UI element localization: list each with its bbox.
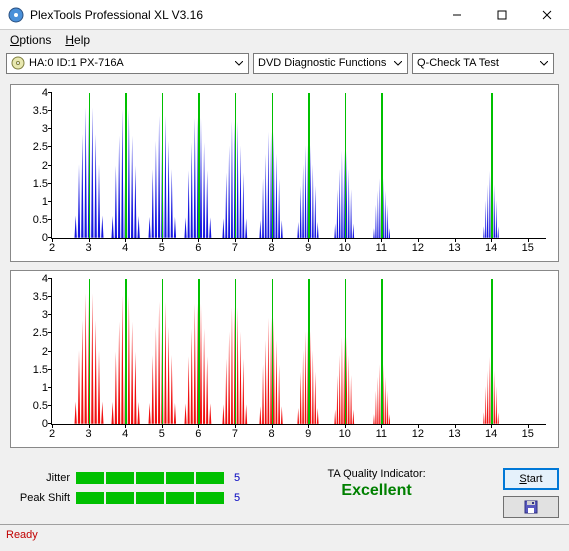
button-column: Start	[503, 468, 559, 518]
center-line	[125, 93, 127, 238]
test-dropdown[interactable]: Q-Check TA Test	[412, 53, 554, 74]
close-button[interactable]	[524, 0, 569, 30]
function-dropdown[interactable]: DVD Diagnostic Functions	[253, 53, 408, 74]
center-line	[198, 93, 200, 238]
chevron-down-icon	[390, 61, 405, 66]
start-button[interactable]: Start	[503, 468, 559, 490]
disc-icon	[11, 56, 25, 70]
ytick-label: 3.5	[33, 291, 52, 303]
center-line	[198, 279, 200, 424]
ytick-label: 3.5	[33, 105, 52, 117]
meter-segment	[166, 472, 194, 484]
toolbar: HA:0 ID:1 PX-716A DVD Diagnostic Functio…	[0, 50, 569, 76]
center-line	[89, 93, 91, 238]
ytick-label: 1	[42, 196, 52, 208]
center-line	[345, 279, 347, 424]
meters: Jitter 5 Peak Shift 5	[10, 472, 240, 504]
center-line	[381, 93, 383, 238]
center-line	[272, 93, 274, 238]
statusbar: Ready	[0, 524, 569, 544]
ytick-label: 1	[42, 382, 52, 394]
ytick-label: 3	[42, 123, 52, 135]
status-text: Ready	[6, 529, 38, 541]
meter-segment	[136, 472, 164, 484]
ytick-label: 3	[42, 309, 52, 321]
meter-segment	[106, 472, 134, 484]
menubar: Options Help	[0, 30, 569, 50]
chevron-down-icon	[231, 61, 246, 66]
function-dropdown-text: DVD Diagnostic Functions	[258, 57, 390, 69]
start-button-rest: tart	[527, 473, 543, 485]
center-line	[162, 93, 164, 238]
meter-segment	[196, 492, 224, 504]
chart-top-inner: 00.511.522.533.5423456789101112131415	[51, 93, 546, 239]
drive-dropdown[interactable]: HA:0 ID:1 PX-716A	[6, 53, 249, 74]
jitter-bar	[76, 472, 224, 484]
center-line	[125, 279, 127, 424]
center-line	[381, 279, 383, 424]
center-line	[345, 93, 347, 238]
center-line	[235, 279, 237, 424]
peakshift-label: Peak Shift	[10, 492, 70, 504]
menu-help-rest: elp	[74, 33, 90, 47]
floppy-icon	[524, 500, 538, 514]
jitter-label: Jitter	[10, 472, 70, 484]
meter-segment	[106, 492, 134, 504]
jitter-row: Jitter 5	[10, 472, 240, 484]
ytick-label: 0.5	[33, 214, 52, 226]
quality-indicator: TA Quality Indicator: Excellent	[260, 468, 493, 500]
menu-options-rest: ptions	[19, 33, 51, 47]
ytick-label: 4	[42, 273, 52, 285]
quality-value: Excellent	[260, 482, 493, 500]
ytick-label: 2.5	[33, 327, 52, 339]
ytick-label: 1.5	[33, 364, 52, 376]
center-line	[491, 279, 493, 424]
ytick-label: 2	[42, 160, 52, 172]
menu-help[interactable]: Help	[59, 31, 96, 49]
drive-dropdown-text: HA:0 ID:1 PX-716A	[29, 57, 231, 69]
jitter-value: 5	[234, 472, 240, 484]
ytick-label: 2.5	[33, 141, 52, 153]
menu-options[interactable]: Options	[4, 31, 57, 49]
content: 00.511.522.533.5423456789101112131415 00…	[0, 76, 569, 460]
ytick-label: 4	[42, 87, 52, 99]
meter-segment	[196, 472, 224, 484]
meter-segment	[136, 492, 164, 504]
center-line	[162, 279, 164, 424]
peakshift-value: 5	[234, 492, 240, 504]
center-line	[491, 93, 493, 238]
center-line	[308, 93, 310, 238]
center-line	[272, 279, 274, 424]
ytick-label: 2	[42, 346, 52, 358]
chart-top: 00.511.522.533.5423456789101112131415	[10, 84, 559, 262]
center-line	[308, 279, 310, 424]
bottom-panel: Jitter 5 Peak Shift 5 TA Quality Indicat…	[0, 460, 569, 524]
app-icon	[8, 7, 24, 23]
titlebar: PlexTools Professional XL V3.16	[0, 0, 569, 30]
peakshift-row: Peak Shift 5	[10, 492, 240, 504]
ytick-label: 0.5	[33, 400, 52, 412]
chart-bottom-inner: 00.511.522.533.5423456789101112131415	[51, 279, 546, 425]
meter-segment	[166, 492, 194, 504]
center-line	[235, 93, 237, 238]
peakshift-bar	[76, 492, 224, 504]
window-title: PlexTools Professional XL V3.16	[30, 8, 434, 22]
minimize-button[interactable]	[434, 0, 479, 30]
meter-segment	[76, 472, 104, 484]
test-dropdown-text: Q-Check TA Test	[417, 57, 536, 69]
center-line	[89, 279, 91, 424]
quality-label: TA Quality Indicator:	[260, 468, 493, 480]
maximize-button[interactable]	[479, 0, 524, 30]
ytick-label: 1.5	[33, 178, 52, 190]
chart-bottom: 00.511.522.533.5423456789101112131415	[10, 270, 559, 448]
chevron-down-icon	[536, 61, 551, 66]
save-button[interactable]	[503, 496, 559, 518]
meter-segment	[76, 492, 104, 504]
